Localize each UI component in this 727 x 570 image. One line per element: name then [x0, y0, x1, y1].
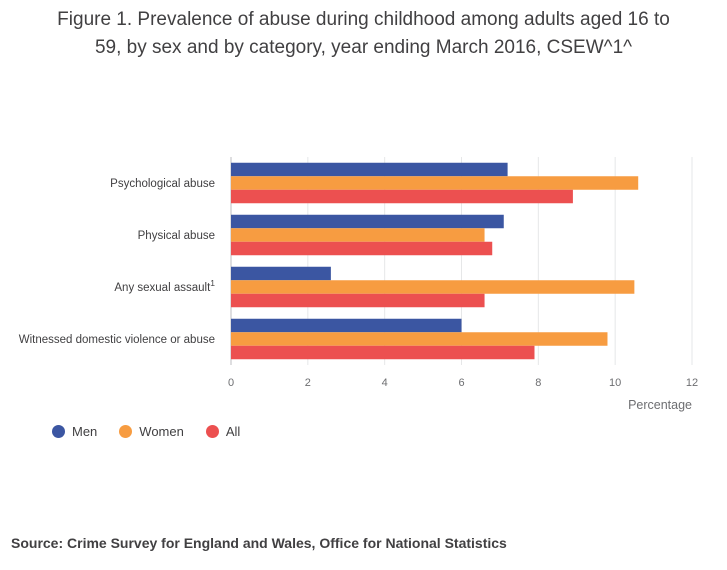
- x-tick-label-1: 2: [305, 377, 311, 389]
- x-tick-label-6: 12: [686, 377, 698, 389]
- legend-item-women[interactable]: Women: [119, 424, 184, 439]
- source-note: Source: Crime Survey for England and Wal…: [11, 535, 507, 551]
- category-label-1: Physical abuse: [138, 230, 215, 242]
- category-labels: Psychological abuse Physical abuse Any sex…: [19, 178, 216, 346]
- bar-chart: Psychological abuse Physical abuse Any sex…: [19, 157, 698, 412]
- x-tick-label-4: 8: [535, 377, 541, 389]
- bar-women-0[interactable]: [231, 176, 639, 190]
- chart-title-line-1: Figure 1. Prevalence of abuse during chi…: [57, 9, 670, 30]
- x-tick-label-0: 0: [228, 377, 234, 389]
- legend-item-men[interactable]: Men: [52, 424, 97, 439]
- bar-all-2[interactable]: [231, 293, 485, 308]
- bar-men-0[interactable]: [231, 162, 508, 177]
- legend-dot-women: [119, 425, 133, 438]
- chart-title: Figure 1. Prevalence of abuse during chi…: [0, 6, 727, 62]
- x-tick-label-5: 10: [609, 377, 621, 389]
- legend-label-women: Women: [139, 424, 184, 439]
- category-label-0: Psychological abuse: [110, 178, 215, 190]
- legend-label-men: Men: [72, 424, 98, 439]
- bar-women-3[interactable]: [231, 332, 608, 346]
- bar-women-2[interactable]: [231, 280, 635, 294]
- legend-label-all: All: [225, 424, 241, 439]
- legend-dot-all: [205, 425, 219, 438]
- category-label-3: Witnessed domestic violence or abuse: [19, 334, 215, 346]
- legend-dot-men: [52, 425, 65, 438]
- bar-men-2[interactable]: [231, 266, 331, 281]
- category-label-2: Any sexual assault1: [114, 278, 215, 294]
- bar-all-3[interactable]: [231, 345, 535, 360]
- x-axis-title: Percentage: [628, 398, 692, 412]
- x-tick-label-2: 4: [382, 377, 388, 389]
- bar-all-1[interactable]: [231, 241, 493, 256]
- x-tick-labels: 0 2 4 6 8 10 12: [228, 377, 698, 389]
- bars: [231, 162, 639, 360]
- bar-women-1[interactable]: [231, 228, 485, 242]
- legend-item-all[interactable]: All: [205, 424, 241, 439]
- bar-men-3[interactable]: [231, 318, 462, 333]
- legend: Men Women All: [52, 424, 240, 439]
- bar-men-1[interactable]: [231, 214, 504, 229]
- x-tick-label-3: 6: [458, 377, 464, 389]
- bar-all-0[interactable]: [231, 189, 573, 204]
- chart-title-line-2: 59, by sex and by category, year ending …: [94, 37, 633, 58]
